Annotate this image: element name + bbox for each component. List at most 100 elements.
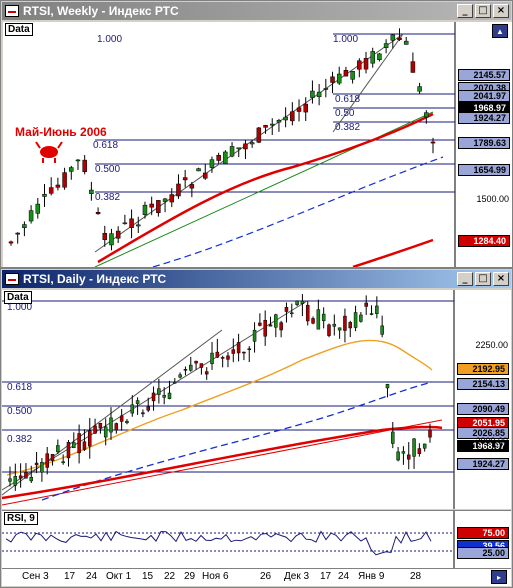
candle-body [258,322,262,326]
candle-body [397,37,402,41]
candle-body [263,319,267,337]
candle-body [305,304,310,322]
candle-body [430,141,436,144]
x-tick-label: 29 [184,571,196,582]
candle-body [348,322,353,329]
candle-body [45,453,49,468]
candle-body [276,120,282,123]
daily-titlebar[interactable]: RTSI, Daily - Индекс РТС _ □ × [2,270,511,288]
maximize-button[interactable]: □ [475,272,491,286]
candle-body [249,142,255,145]
candle-body [229,146,235,157]
candle-body [337,327,342,331]
price-badge: 2192.95 [457,363,509,375]
minimize-button[interactable]: _ [457,4,473,18]
candle-body [332,323,337,327]
candle-body [75,159,81,162]
price-badge: 25.00 [457,547,509,559]
scroll-up-icon[interactable]: ▲ [492,24,508,38]
close-button[interactable]: × [493,272,509,286]
candle-body [226,355,230,360]
candle-body [215,351,220,358]
candle-body [189,184,195,189]
candle-body [196,168,201,172]
chart-app-icon [5,273,19,285]
x-tick-label: 28 [410,571,422,582]
candle-body [55,184,61,188]
axis-label-1500: 1500.00 [476,194,509,204]
rsi-svg [2,511,455,568]
candle-body [390,34,396,41]
candle-body [89,189,94,194]
candle-body [203,172,208,179]
candle-body [350,71,355,80]
candle-body [231,349,236,354]
candle-body [29,476,34,482]
candle-body [182,177,188,181]
price-badge: 1968.97 [457,440,509,452]
x-tick-label: Окт 1 [106,571,132,582]
candle-body [34,462,39,466]
daily-price-chart[interactable]: 1.000 0.618 0.500 0.382 Data 2192.95 2154… [2,290,511,509]
x-tick-label: 24 [338,571,350,582]
x-tick-label: Янв 9 [358,571,385,582]
candle-body [283,116,288,121]
candle-body [223,151,228,164]
candle-body [279,322,283,331]
candle-body [199,363,204,368]
candle-body [22,224,27,228]
maximize-button[interactable]: □ [475,4,491,18]
price-badge: 2090.49 [457,403,509,415]
candle-body [35,203,41,214]
candle-body [396,451,400,461]
rsi-pane[interactable]: RSI, 9 75.00 39.56 25.00 [2,510,511,568]
price-badge: 1789.63 [458,137,510,149]
candle-body [316,309,321,330]
candle-body [323,88,329,90]
weekly-chart-window[interactable]: RTSI, Weekly - Индекс РТС _ □ × [0,0,513,268]
candle-body [69,167,74,172]
candle-body [13,476,18,486]
chart-app-icon [5,5,19,17]
candle-body [125,420,129,424]
bull-icon [35,141,63,163]
candle-body [122,222,128,225]
candle-body [403,40,409,45]
candle-body [295,300,299,305]
candle-body [66,442,71,459]
candle-body [42,193,47,197]
candle-body [114,423,119,431]
candle-body [209,159,215,168]
fib-label-1000-right: 1.000 [333,34,358,45]
fib-label-500-right: 0.50 [335,108,355,119]
candle-body [391,431,395,444]
x-tick-label: 17 [320,571,332,582]
weekly-price-chart[interactable]: 1.000 0.618 0.500 0.382 1.000 0.618 0.50… [3,22,512,267]
candle-body [401,451,406,454]
price-badge: 2041.97 [458,90,510,102]
candle-body [18,475,23,479]
candle-body [95,211,101,215]
fib-label-382-right: 0.382 [335,122,360,133]
close-button[interactable]: × [493,4,509,18]
candle-body [135,400,140,404]
candle-body [370,51,375,64]
candle-body [77,433,81,454]
candle-body [119,415,124,422]
time-scroll-icon[interactable]: ▸ [491,570,507,584]
price-badge: 1284.40 [458,235,510,247]
time-axis[interactable]: Сен 3 17 24 Окт 1 15 22 29 Ноя 6 26 Дек 3 17 24 Янв … [2,568,511,586]
candle-body [422,443,427,449]
candle-body [252,329,257,342]
minimize-button[interactable]: _ [457,272,473,286]
candle-body [173,381,177,384]
daily-pane-tag: Data [4,291,32,304]
weekly-titlebar[interactable]: RTSI, Weekly - Индекс РТС _ □ × [2,2,511,20]
price-badge: 1924.27 [457,458,509,470]
candle-body [109,417,113,433]
annotation-may-june-2006: Май-Июнь 2006 [15,125,107,139]
candle-body [343,69,349,77]
candle-body [327,324,331,336]
candle-body [353,312,358,328]
weekly-candles-svg: 1.000 0.618 0.500 0.382 1.000 0.618 0.50… [8,22,456,267]
